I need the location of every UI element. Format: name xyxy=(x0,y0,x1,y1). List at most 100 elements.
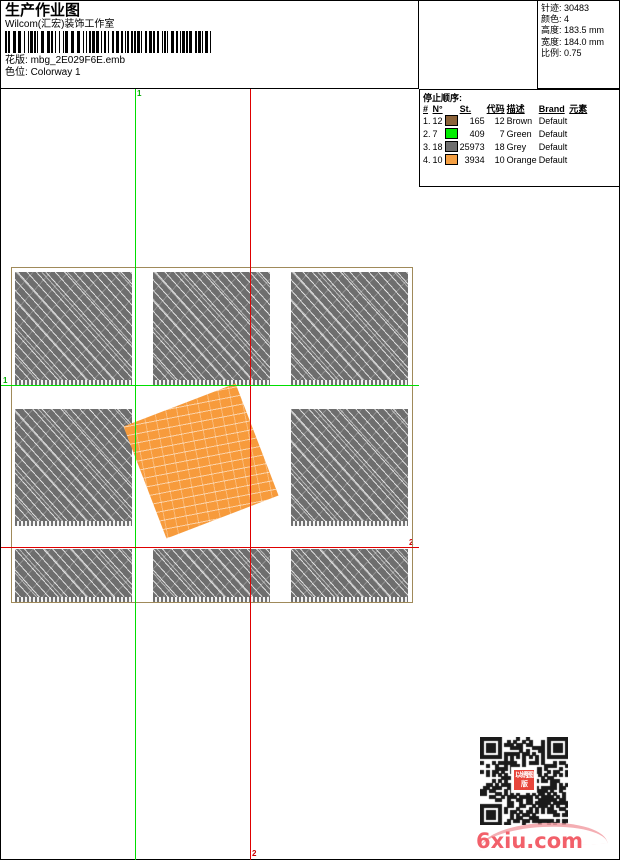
block-edge xyxy=(15,380,132,385)
color-swatch xyxy=(444,154,458,165)
row-stitches: 165 xyxy=(469,116,485,126)
stop-sequence-table: # N° St. 代码 描述 Brand 元素 1. 12 165 12 xyxy=(423,104,589,167)
stitch-block xyxy=(15,409,132,526)
info-value: 0.75 xyxy=(564,47,582,58)
design-file-label: 花版: xyxy=(5,55,28,66)
stitch-block xyxy=(153,549,270,602)
watermark: 6xiu.com xyxy=(471,819,611,853)
row-description: Brown xyxy=(506,116,533,126)
block-edge xyxy=(153,597,270,602)
row-needle: 7 xyxy=(432,129,438,139)
header-left-block: 生产作业图 Wilcom(汇宏)装饰工作室 花版: mbg_2E029F6E.e… xyxy=(1,1,419,89)
info-label: 比例: xyxy=(541,47,562,58)
qr-code[interactable]: 以绣图版 xyxy=(480,737,568,825)
color-swatch xyxy=(444,128,458,139)
info-row-width: 宽度: 184.0 mm xyxy=(541,37,620,48)
page-title: 生产作业图 xyxy=(5,2,81,19)
design-file-row: 花版: mbg_2E029F6E.emb xyxy=(5,55,414,67)
info-row-stitches: 针迹: 30483 xyxy=(541,3,620,14)
barcode-image xyxy=(5,31,213,53)
guide-label-right-red: 2 xyxy=(409,538,414,547)
watermark-text: 6xiu.com xyxy=(476,829,584,853)
row-code: 18 xyxy=(494,142,505,152)
stop-sequence-panel: 停止顺序: # N° St. 代码 描述 Brand 元素 1. 12 xyxy=(419,89,620,187)
stitch-texture xyxy=(291,549,408,602)
row-index: 4. xyxy=(423,155,431,165)
stitch-texture xyxy=(15,272,132,385)
colorway-value: Colorway 1 xyxy=(30,67,81,78)
stitch-texture xyxy=(153,549,270,602)
block-edge xyxy=(153,380,270,385)
stitch-texture xyxy=(15,549,132,602)
info-label: 宽度: xyxy=(541,36,562,47)
stitch-block xyxy=(291,409,408,526)
row-brand: Default xyxy=(538,155,568,165)
row-brand: Default xyxy=(538,129,568,139)
guide-horizontal-red-overlay xyxy=(1,547,419,548)
info-value: 4 xyxy=(564,14,570,25)
row-needle: 18 xyxy=(432,142,443,152)
row-code: 12 xyxy=(494,116,505,126)
row-code: 10 xyxy=(494,155,505,165)
info-label: 颜色: xyxy=(541,14,562,25)
row-element xyxy=(569,141,589,154)
stitch-texture xyxy=(291,272,408,385)
qr-center-logo: 以绣图版 xyxy=(513,769,535,791)
row-brand: Default xyxy=(538,142,568,152)
row-stitches: 3934 xyxy=(464,155,485,165)
col-index: # xyxy=(423,104,429,114)
row-element xyxy=(569,154,589,167)
stitch-texture xyxy=(291,409,408,526)
table-row: 3. 18 25973 18 Grey Default xyxy=(423,141,589,154)
row-index: 2. xyxy=(423,129,431,139)
stitch-block xyxy=(15,549,132,602)
guide-vertical-red-overlay xyxy=(250,89,251,860)
row-stitches: 409 xyxy=(469,129,485,139)
color-swatch xyxy=(444,141,458,152)
block-edge xyxy=(15,597,132,602)
info-label: 高度: xyxy=(541,25,562,36)
row-description: Orange xyxy=(506,155,537,165)
stop-sequence-caption: 停止顺序: xyxy=(423,93,462,103)
row-index: 1. xyxy=(423,116,431,126)
guide-vertical-green-overlay xyxy=(135,89,136,860)
row-needle: 12 xyxy=(432,116,443,126)
row-color-swatch xyxy=(444,141,460,154)
guide-label-bottom-red: 2 xyxy=(252,849,257,858)
guide-horizontal-green-overlay xyxy=(1,385,419,386)
block-edge xyxy=(291,521,408,526)
row-color-swatch xyxy=(444,115,460,128)
info-value: 184.0 mm xyxy=(564,36,605,47)
info-value: 183.5 mm xyxy=(564,25,605,36)
row-color-swatch xyxy=(444,128,460,141)
info-label: 针迹: xyxy=(541,3,562,13)
stitch-block xyxy=(15,272,132,385)
colorway-row: 色位: Colorway 1 xyxy=(5,67,414,79)
stitch-block xyxy=(291,549,408,602)
row-element xyxy=(569,128,589,141)
colorway-label: 色位: xyxy=(5,67,28,78)
block-edge xyxy=(15,521,132,526)
stitch-texture xyxy=(15,409,132,526)
design-canvas: 1 2 1 2 xyxy=(1,89,419,860)
info-row-scale: 比例: 0.75 xyxy=(541,48,620,59)
table-row: 1. 12 165 12 Brown Default xyxy=(423,115,589,128)
info-value: 30483 xyxy=(564,3,590,13)
table-header-row: # N° St. 代码 描述 Brand 元素 xyxy=(423,104,589,115)
stitch-block xyxy=(153,272,270,385)
block-edge xyxy=(291,597,408,602)
row-description: Green xyxy=(506,129,532,139)
row-index: 3. xyxy=(423,142,431,152)
studio-subtitle: Wilcom(汇宏)装饰工作室 xyxy=(5,19,115,30)
info-row-height: 高度: 183.5 mm xyxy=(541,25,620,36)
design-border-frame xyxy=(11,267,413,603)
design-info-panel: 针迹: 30483 颜色: 4 高度: 183.5 mm 宽度: 184.0 m… xyxy=(537,1,620,89)
row-brand: Default xyxy=(538,116,568,126)
block-edge xyxy=(291,380,408,385)
col-stitches: St. xyxy=(459,104,472,114)
table-row: 4. 10 3934 10 Orange Default xyxy=(423,154,589,167)
col-description: 描述 xyxy=(506,104,525,114)
col-code: 代码 xyxy=(486,104,505,114)
row-stitches: 25973 xyxy=(459,142,485,152)
